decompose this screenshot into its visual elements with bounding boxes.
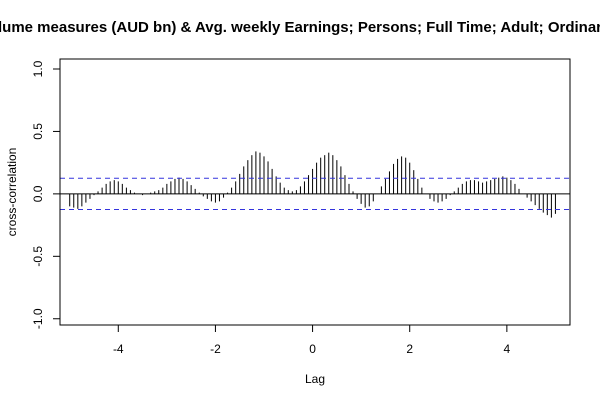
x-tick-label: 4: [504, 342, 511, 356]
x-axis: -4 -2 0 2 4: [113, 324, 511, 356]
y-tick-label: 0.0: [31, 185, 45, 202]
x-tick-label: 0: [309, 342, 316, 356]
plot-frame: [59, 58, 571, 326]
chart-title: lume measures (AUD bn) & Avg. weekly Ear…: [0, 19, 600, 36]
y-axis: -1.0 -0.5 0.0 0.5 1.0: [31, 60, 61, 329]
x-tick-label: -4: [113, 342, 124, 356]
y-tick-label: 0.5: [31, 123, 45, 140]
y-tick-label: 1.0: [31, 60, 45, 77]
bars-group: [69, 151, 556, 218]
x-axis-label: Lag: [305, 372, 325, 386]
y-tick-label: -1.0: [31, 308, 45, 329]
x-tick-label: -2: [210, 342, 221, 356]
y-tick-label: -0.5: [31, 246, 45, 267]
y-axis-label: cross-correlation: [5, 148, 19, 237]
reference-lines: [60, 177, 570, 210]
x-tick-label: 2: [406, 342, 413, 356]
